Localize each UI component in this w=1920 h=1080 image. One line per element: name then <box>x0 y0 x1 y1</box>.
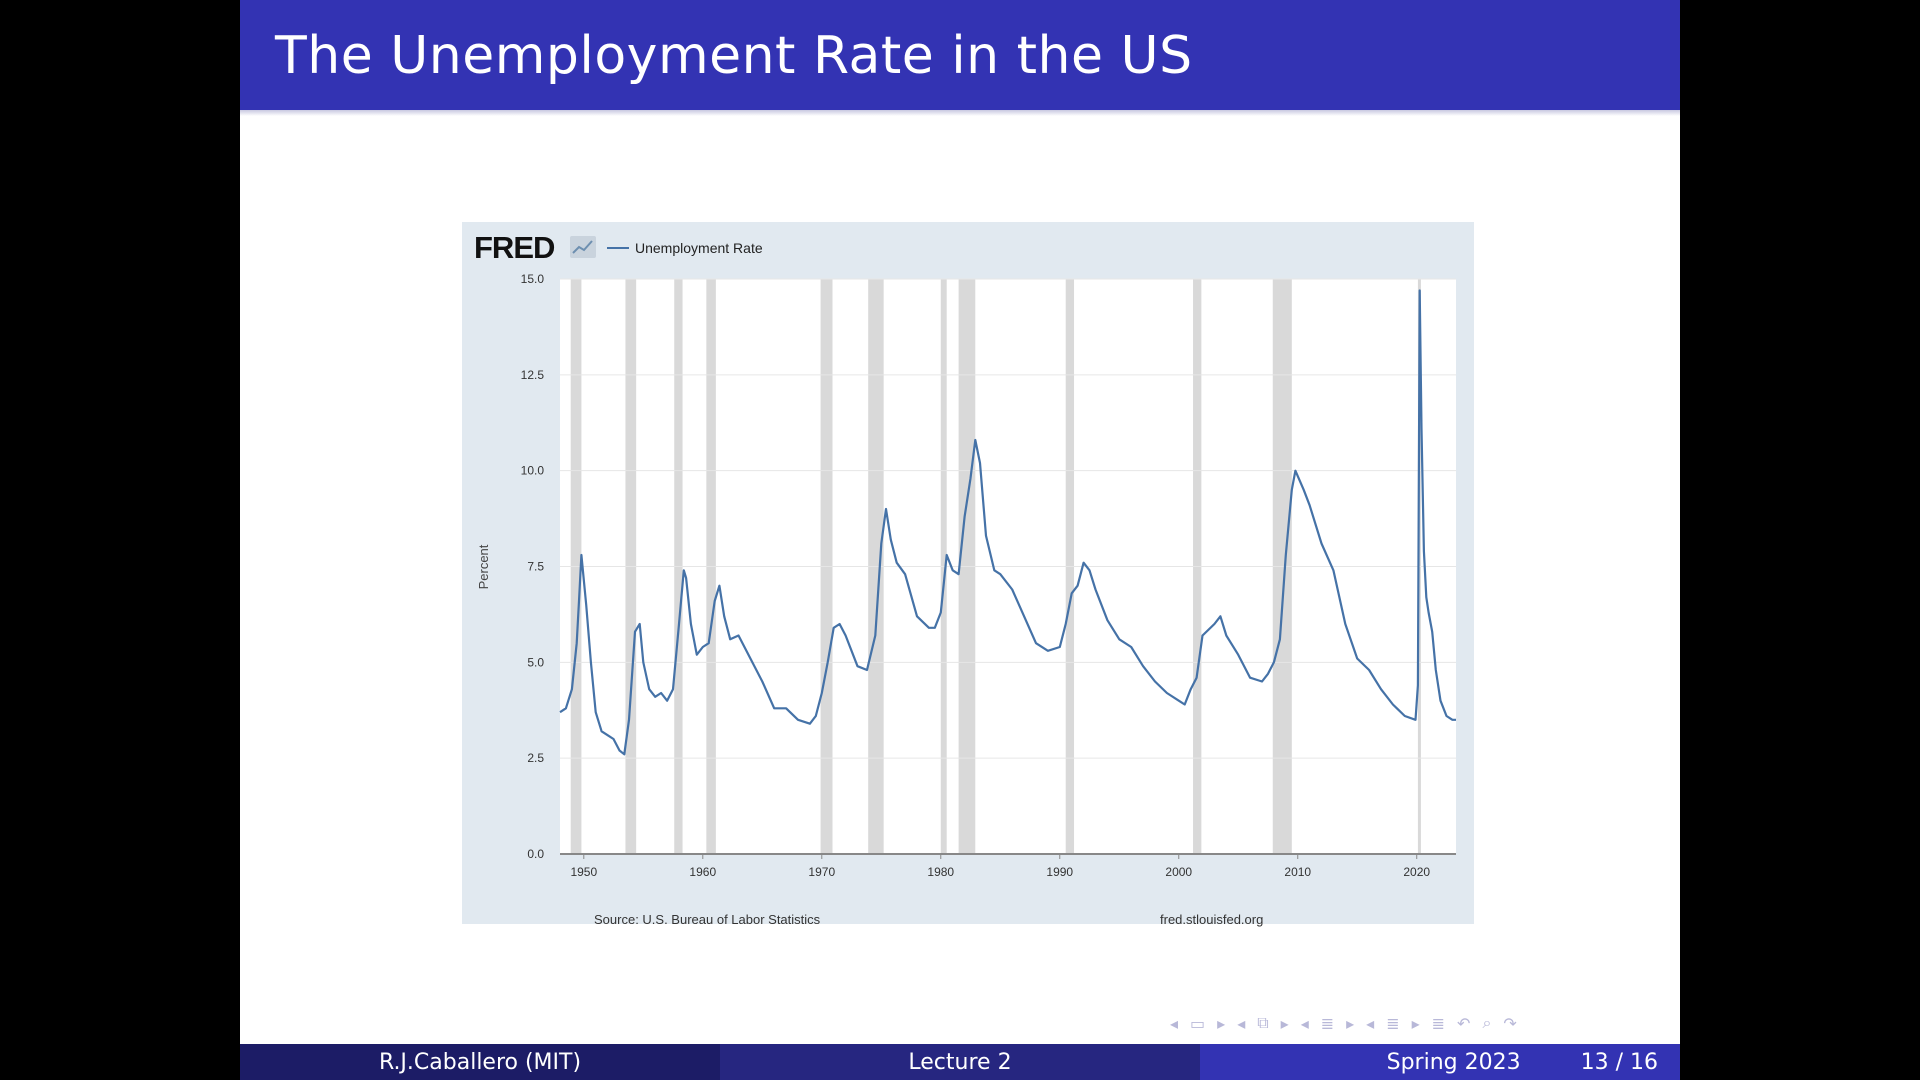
nav-subsection-icon[interactable]: ⧉ <box>1257 1013 1269 1032</box>
nav-search-icon[interactable]: ⌕ <box>1482 1013 1492 1032</box>
x-tick-label: 1990 <box>1046 865 1073 879</box>
footer-bar: R.J.Caballero (MIT) Lecture 2 Spring 202… <box>240 1044 1680 1080</box>
x-tick-label: 1980 <box>927 865 954 879</box>
title-shadow <box>240 110 1680 116</box>
series-line-unemployment-rate <box>559 289 1456 756</box>
grid-lines <box>560 278 1456 759</box>
fred-url: fred.stlouisfed.org <box>1160 912 1264 927</box>
nav-section-icon[interactable]: ≣ <box>1320 1013 1335 1033</box>
y-tick-label: 0.0 <box>527 847 544 861</box>
beamer-navigation: ◂ ▭ ▸ ◂ ⧉ ▸ ◂ ≣ ▸ ◂ ≣ ▸ ≣ ↶ ⌕ ↷ <box>1170 1012 1517 1034</box>
nav-section-next-icon[interactable]: ▸ <box>1346 1013 1355 1033</box>
x-tick-label: 1950 <box>570 865 597 879</box>
source-text: Source: U.S. Bureau of Labor Statistics <box>594 912 821 927</box>
nav-doc-next-icon[interactable]: ▸ <box>1411 1013 1420 1033</box>
y-tick-label: 2.5 <box>527 751 544 765</box>
y-tick-label: 10.0 <box>521 464 545 478</box>
nav-subsection-prev-icon[interactable]: ◂ <box>1237 1013 1246 1033</box>
slide: The Unemployment Rate in the US 0.0 2.5 5.… <box>240 0 1680 1080</box>
chart-svg: 0.0 2.5 5.0 7.5 10.0 12.5 15.0 1950 1960 1970 198… <box>476 272 1456 879</box>
nav-subsection-next-icon[interactable]: ▸ <box>1280 1013 1289 1033</box>
slide-title: The Unemployment Rate in the US <box>275 26 1193 86</box>
x-tick-label: 2010 <box>1284 865 1311 879</box>
fred-graph-icon <box>570 236 596 258</box>
nav-appendix-icon[interactable]: ≣ <box>1431 1013 1446 1033</box>
y-axis-ticks: 0.0 2.5 5.0 7.5 10.0 12.5 15.0 <box>521 272 545 861</box>
y-tick-label: 15.0 <box>521 272 545 286</box>
legend-swatch <box>607 247 629 249</box>
footer-right: Spring 2023 13 / 16 <box>1200 1044 1680 1080</box>
footer-author: R.J.Caballero (MIT) <box>240 1044 720 1080</box>
nav-doc-prev-icon[interactable]: ◂ <box>1366 1013 1375 1033</box>
footer-page-number: 13 / 16 <box>1580 1049 1658 1075</box>
nav-back-icon[interactable]: ↶ <box>1457 1013 1471 1033</box>
y-axis-label: Percent <box>476 544 491 589</box>
x-axis-ticks: 1950 1960 1970 1980 1990 2000 2010 2020 <box>570 854 1430 879</box>
fred-chart-panel: 0.0 2.5 5.0 7.5 10.0 12.5 15.0 1950 1960 1970 198… <box>462 222 1474 927</box>
y-tick-label: 12.5 <box>521 368 545 382</box>
fred-logo: FRED <box>474 230 555 265</box>
nav-prev-icon[interactable]: ◂ <box>1170 1013 1179 1033</box>
title-bar: The Unemployment Rate in the US <box>240 0 1680 110</box>
nav-frame-icon[interactable]: ▭ <box>1190 1013 1206 1033</box>
nav-doc-icon[interactable]: ≣ <box>1386 1013 1400 1033</box>
footer-lecture: Lecture 2 <box>720 1044 1200 1080</box>
x-tick-label: 2000 <box>1165 865 1192 879</box>
chart-legend: Unemployment Rate <box>607 240 763 256</box>
footer-term: Spring 2023 <box>1386 1049 1521 1075</box>
nav-section-prev-icon[interactable]: ◂ <box>1300 1013 1309 1033</box>
x-tick-label: 2020 <box>1403 865 1430 879</box>
y-tick-label: 7.5 <box>527 560 544 574</box>
y-tick-label: 5.0 <box>527 655 544 669</box>
nav-forward-icon[interactable]: ↷ <box>1503 1013 1517 1033</box>
x-tick-label: 1970 <box>808 865 835 879</box>
legend-label: Unemployment Rate <box>635 240 763 256</box>
x-tick-label: 1960 <box>689 865 716 879</box>
nav-next-icon[interactable]: ▸ <box>1217 1013 1226 1033</box>
